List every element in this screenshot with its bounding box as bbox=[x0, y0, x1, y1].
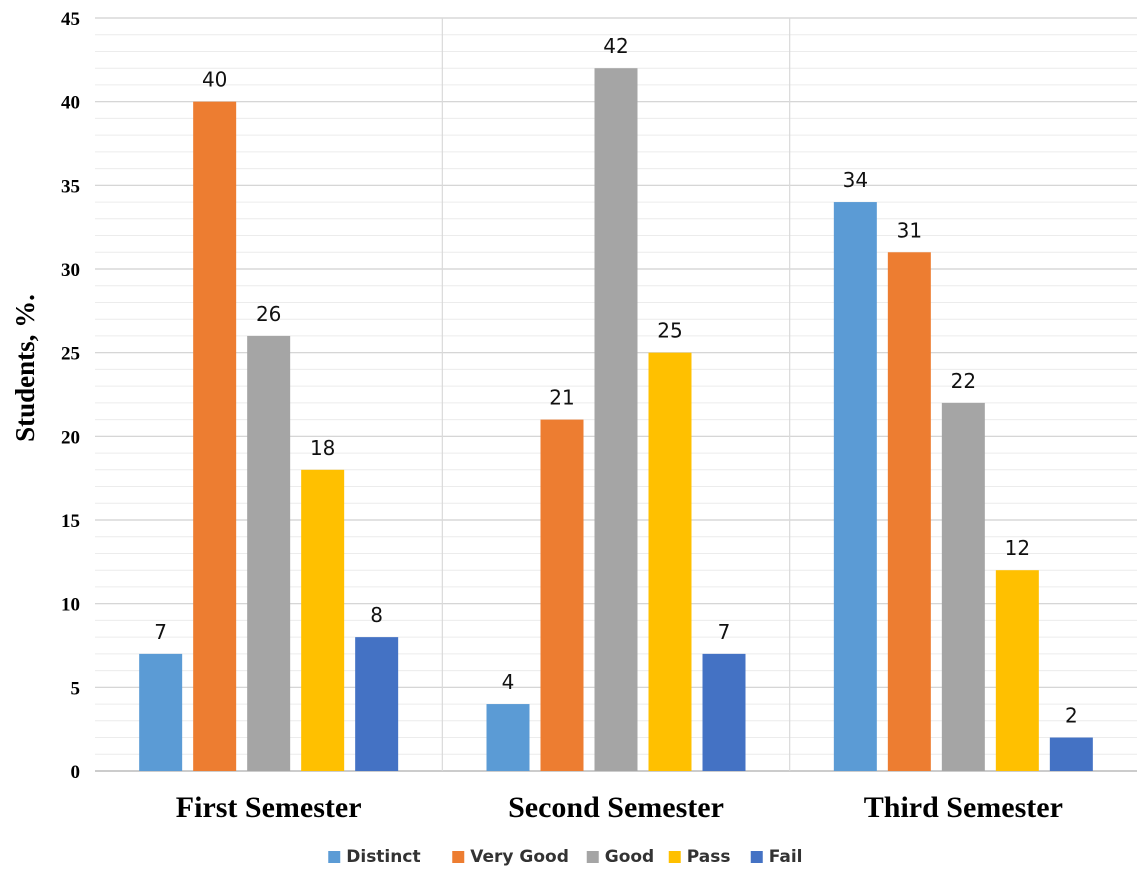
y-axis-ticks: 0 5 10 15 20 25 30 35 40 45 bbox=[61, 9, 80, 783]
category-separators bbox=[441, 18, 791, 771]
data-label: 25 bbox=[657, 319, 682, 343]
data-label: 2 bbox=[1065, 704, 1078, 728]
legend-swatch bbox=[750, 851, 763, 863]
y-tick-label: 10 bbox=[61, 595, 80, 616]
bar bbox=[833, 202, 877, 772]
bar bbox=[486, 704, 530, 771]
bar bbox=[247, 335, 291, 771]
bar bbox=[193, 101, 237, 771]
legend-label: Pass bbox=[687, 847, 731, 867]
legend-label: Very Good bbox=[470, 847, 569, 867]
y-axis-label: Students, %. bbox=[10, 294, 40, 442]
bar bbox=[995, 570, 1039, 771]
x-category-label: Second Semester bbox=[508, 791, 724, 824]
data-labels: 7 40 26 18 8 4 21 42 25 7 34 31 22 12 2 bbox=[154, 34, 1077, 727]
legend-label: Good bbox=[605, 847, 654, 867]
bar bbox=[355, 637, 399, 771]
data-label: 31 bbox=[897, 218, 922, 242]
data-label: 8 bbox=[370, 603, 383, 627]
bar bbox=[941, 402, 985, 771]
y-tick-label: 0 bbox=[71, 762, 81, 783]
bar bbox=[648, 352, 692, 771]
data-label: 40 bbox=[202, 68, 227, 92]
data-label: 26 bbox=[256, 302, 281, 326]
y-tick-label: 20 bbox=[61, 427, 80, 448]
bars bbox=[139, 68, 1093, 772]
bar bbox=[301, 469, 345, 771]
x-axis-categories: First Semester Second Semester Third Semes… bbox=[176, 791, 1063, 824]
bar bbox=[139, 653, 183, 771]
data-label: 7 bbox=[718, 620, 731, 644]
bar bbox=[540, 419, 584, 771]
data-label: 22 bbox=[951, 369, 976, 393]
data-label: 21 bbox=[549, 386, 574, 410]
y-tick-label: 15 bbox=[61, 511, 80, 532]
legend-swatch bbox=[586, 851, 599, 863]
x-category-label: Third Semester bbox=[864, 791, 1063, 824]
bar bbox=[1049, 737, 1093, 771]
bar bbox=[702, 653, 746, 771]
data-label: 34 bbox=[843, 168, 868, 192]
data-label: 18 bbox=[310, 436, 335, 460]
data-label: 4 bbox=[502, 670, 515, 694]
bar bbox=[887, 252, 931, 771]
legend-label: Distinct bbox=[346, 847, 420, 867]
y-tick-label: 5 bbox=[71, 678, 81, 699]
legend-swatch bbox=[452, 851, 465, 863]
data-label: 42 bbox=[603, 34, 628, 58]
y-tick-label: 25 bbox=[61, 344, 80, 365]
legend-label: Fail bbox=[769, 847, 803, 867]
legend-swatch bbox=[668, 851, 681, 863]
x-category-label: First Semester bbox=[176, 791, 362, 824]
y-tick-label: 45 bbox=[61, 9, 80, 30]
data-label: 12 bbox=[1005, 536, 1030, 560]
y-tick-label: 30 bbox=[61, 260, 80, 281]
y-tick-label: 35 bbox=[61, 176, 80, 197]
bar bbox=[594, 68, 638, 771]
legend-swatch bbox=[328, 851, 341, 863]
legend: Distinct Very Good Good Pass Fail bbox=[328, 847, 803, 867]
data-label: 7 bbox=[154, 620, 167, 644]
y-tick-label: 40 bbox=[61, 93, 80, 114]
